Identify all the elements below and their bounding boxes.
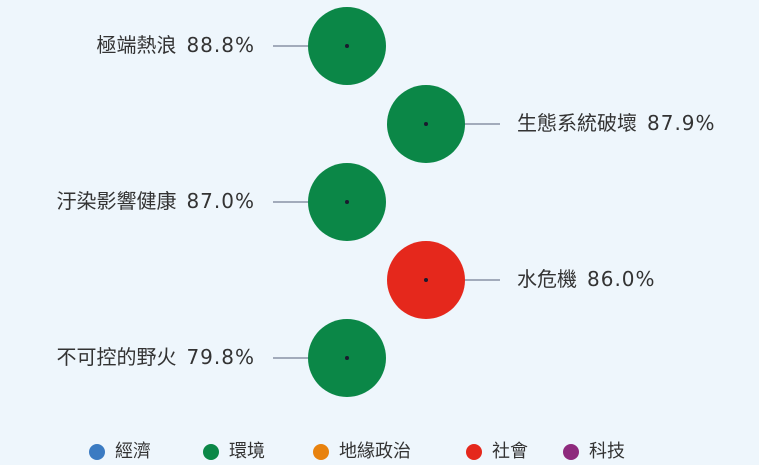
bubble-label: 生態系統破壞 87.9% — [517, 111, 716, 135]
bubble-center — [345, 200, 349, 204]
legend-label: 科技 — [589, 441, 625, 462]
category-label: 不可控的野火 — [56, 345, 176, 369]
bubble-label: 不可控的野火 79.8% — [56, 345, 255, 369]
bubble-label: 極端熱浪 88.8% — [96, 33, 255, 57]
value-label: 87.0% — [186, 189, 255, 213]
value-label: 87.9% — [647, 111, 716, 135]
legend-label: 地緣政治 — [339, 441, 411, 462]
legend-label: 環境 — [229, 441, 265, 462]
bubble-center — [424, 122, 428, 126]
category-label: 生態系統破壞 — [517, 111, 637, 135]
value-label: 86.0% — [587, 267, 656, 291]
legend-label: 經濟 — [115, 441, 151, 462]
category-label: 水危機 — [517, 267, 577, 291]
category-label: 極端熱浪 — [96, 33, 176, 57]
value-label: 88.8% — [186, 33, 255, 57]
category-label: 汙染影響健康 — [56, 189, 176, 213]
legend-swatch — [313, 444, 329, 460]
bubble-center — [345, 356, 349, 360]
bubble-label: 水危機 86.0% — [517, 267, 656, 291]
bubble-center — [345, 44, 349, 48]
value-label: 79.8% — [186, 345, 255, 369]
legend-swatch — [89, 444, 105, 460]
bubble-center — [424, 278, 428, 282]
legend-swatch — [466, 444, 482, 460]
legend-swatch — [563, 444, 579, 460]
bubble-label: 汙染影響健康 87.0% — [56, 189, 255, 213]
legend-swatch — [203, 444, 219, 460]
legend-label: 社會 — [492, 441, 528, 462]
